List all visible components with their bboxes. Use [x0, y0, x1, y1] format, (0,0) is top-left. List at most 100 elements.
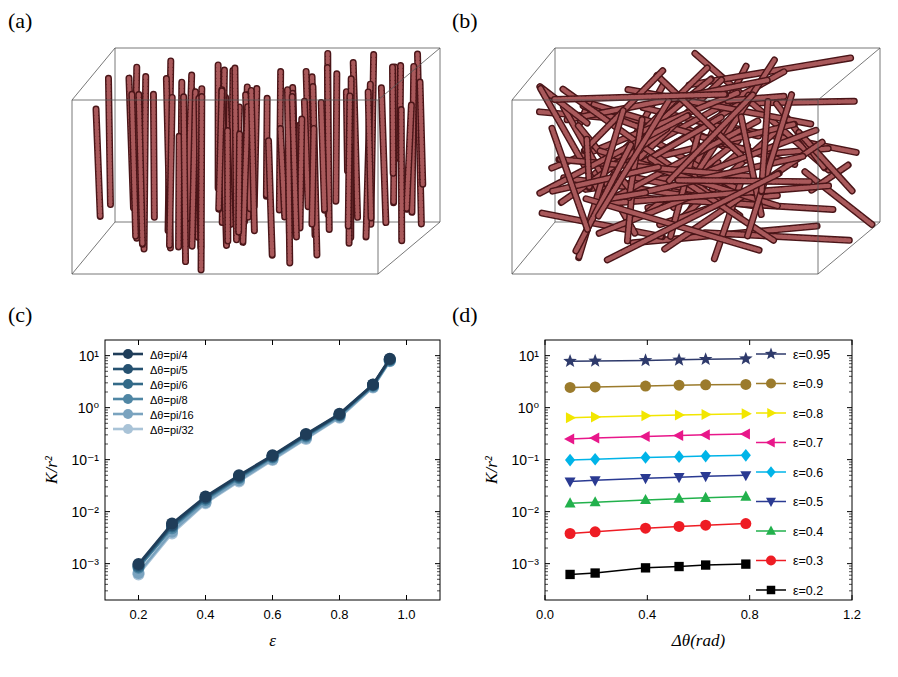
rod	[334, 74, 339, 201]
y-minor-tick	[545, 371, 548, 372]
y-minor-tick	[545, 428, 548, 429]
data-point	[700, 520, 711, 531]
y-tick-label: 10⁻²	[511, 504, 539, 520]
y-minor-tick	[105, 423, 108, 424]
legend-marker	[766, 556, 776, 566]
legend-label: ε=0.4	[793, 525, 823, 539]
y-minor-tick	[849, 516, 852, 517]
rod-shadow	[347, 79, 354, 238]
rod	[108, 78, 110, 204]
legend-label: Δθ=pi/4	[150, 349, 188, 361]
y-minor-tick	[849, 590, 852, 591]
legend: Δθ=pi/4Δθ=pi/5Δθ=pi/6Δθ=pi/8Δθ=pi/16Δθ=p…	[113, 349, 194, 436]
y-minor-tick	[545, 467, 548, 468]
y-minor-tick	[849, 467, 852, 468]
legend-label: Δθ=pi/16	[150, 409, 194, 421]
x-tick	[406, 340, 407, 345]
rod-shadow	[150, 94, 158, 217]
rod-shadow	[348, 96, 350, 226]
y-tick	[847, 355, 852, 356]
rod	[748, 95, 792, 236]
y-minor-tick	[437, 371, 440, 372]
x-tick	[272, 340, 273, 345]
box-edge	[512, 100, 818, 101]
rod	[151, 94, 156, 217]
x-axis-title: Δθ(rad)	[671, 631, 726, 650]
rod	[348, 96, 350, 226]
y-tick-label: 10⁻³	[511, 556, 539, 572]
box-edge	[818, 222, 880, 274]
y-minor-tick	[849, 471, 852, 472]
plot-frame	[105, 340, 440, 600]
rod	[576, 145, 631, 251]
rod	[312, 128, 314, 224]
box-edge	[72, 222, 115, 274]
rod-shadow	[292, 97, 296, 237]
y-minor-tick	[437, 382, 440, 383]
y-minor-tick	[545, 358, 548, 359]
data-point	[640, 381, 651, 392]
y-minor-tick	[437, 358, 440, 359]
data-point	[590, 476, 601, 486]
rod-shadow	[184, 97, 186, 262]
panel-label: (a)	[8, 8, 32, 33]
data-point	[674, 562, 683, 571]
y-minor-tick	[545, 464, 548, 465]
box-edge	[512, 274, 818, 275]
y-tick	[435, 511, 440, 512]
y-minor-tick	[437, 538, 440, 539]
y-minor-tick	[437, 527, 440, 528]
y-minor-tick	[545, 392, 548, 393]
data-point	[741, 559, 750, 568]
rod-shadow	[251, 90, 254, 230]
rod	[321, 102, 324, 210]
rod	[184, 97, 186, 262]
x-tick-label: 0.6	[263, 607, 281, 622]
box-edge	[115, 48, 440, 49]
y-minor-tick	[437, 392, 440, 393]
rod-shadow	[235, 134, 243, 232]
rod	[225, 131, 230, 241]
x-tick	[852, 595, 853, 600]
rod	[243, 107, 248, 243]
legend-marker	[767, 586, 776, 595]
rod-shadow	[224, 131, 231, 241]
y-minor-tick	[105, 410, 108, 411]
y-minor-tick	[849, 363, 852, 364]
y-minor-tick	[849, 410, 852, 411]
y-minor-tick	[105, 419, 108, 420]
y-minor-tick	[849, 475, 852, 476]
y-minor-tick	[849, 575, 852, 576]
y-minor-tick	[849, 415, 852, 416]
y-minor-tick	[437, 519, 440, 520]
data-point	[641, 563, 650, 572]
y-minor-tick	[545, 527, 548, 528]
y-tick	[105, 511, 110, 512]
rod-shadow	[108, 78, 110, 204]
data-point	[700, 379, 711, 390]
rod	[390, 67, 395, 173]
y-tick	[545, 355, 550, 356]
y-minor-tick	[545, 575, 548, 576]
rod-shadow	[321, 102, 324, 210]
box-edge	[512, 100, 513, 274]
rod	[598, 101, 668, 216]
legend-label: ε=0.8	[793, 407, 823, 421]
data-point	[590, 526, 601, 537]
y-minor-tick	[849, 486, 852, 487]
panel-label: (b)	[452, 8, 478, 33]
box-edge	[378, 48, 440, 100]
rod	[313, 87, 317, 255]
chart: 0.00.40.81.210⁻³10⁻²10⁻¹10⁰10¹Δθ(rad)K/r…	[482, 340, 861, 650]
y-minor-tick	[849, 382, 852, 383]
x-tick	[138, 340, 139, 345]
data-point	[564, 433, 574, 444]
y-tick	[105, 355, 110, 356]
rod	[176, 136, 181, 247]
chart: 0.20.40.60.81.010⁻³10⁻²10⁻¹10⁰10¹εK/r²Δθ…	[42, 340, 440, 650]
rod	[139, 95, 143, 245]
data-point	[640, 494, 651, 504]
box-edge	[72, 100, 378, 101]
rod-shadow	[280, 129, 284, 217]
y-minor-tick	[105, 363, 108, 364]
